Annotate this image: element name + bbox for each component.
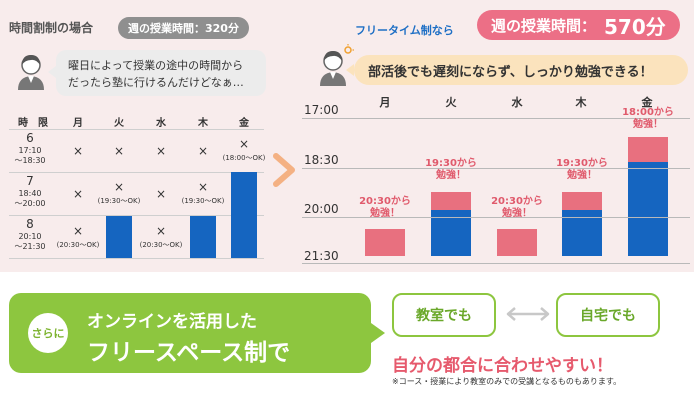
feature-banner: さらに オンラインを活用した フリースペース制で: [9, 293, 385, 373]
partial-ok-note-tue: (19:30〜OK): [97, 197, 141, 205]
furthermore-badge: さらに: [28, 313, 68, 353]
period-number: 7: [26, 174, 34, 188]
start-time-text: 19:30から: [425, 158, 477, 169]
time-label: 21:30: [304, 249, 339, 263]
table-divider: [9, 172, 264, 173]
study-text: 勉強！: [567, 170, 597, 181]
start-time-text: 18:00から: [622, 107, 674, 118]
partial-ok-note-mon: (20:30〜OK): [56, 241, 100, 249]
start-time-text: 20:30から: [359, 196, 411, 207]
weekly-hours-badge: 週の授業時間：320分: [118, 17, 249, 39]
unavailable-mark: ×: [72, 187, 84, 201]
available-bar-thu: [190, 216, 216, 258]
banner-line2: フリースペース制で: [87, 340, 291, 366]
period-time-end: 〜21:30: [14, 242, 46, 251]
time-label: 17:00: [304, 103, 339, 117]
study-text: 勉強！: [436, 170, 466, 181]
start-label-wed: 20:30から 勉強！: [487, 196, 547, 220]
day-header-wed: 水: [156, 118, 166, 129]
period-number: 8: [26, 217, 34, 231]
day-header-thu: 木: [198, 118, 208, 129]
bubble-text-line2: だったら塾に行けるんだけどなぁ…: [68, 76, 244, 89]
partial-ok-note-fri: (18:00〜OK): [222, 154, 266, 162]
student-avatar-icon: [14, 50, 48, 90]
chart-day-mon: 月: [379, 96, 391, 109]
start-label-mon: 20:30から 勉強！: [355, 196, 415, 220]
start-label-tue: 19:30から 勉強！: [421, 158, 481, 182]
study-bar-fri: [628, 162, 668, 256]
start-time-text: 20:30から: [491, 196, 543, 207]
study-bar-fri-top: [628, 137, 668, 162]
student-happy-bubble: 部活後でも遅刻にならず、しっかり勉強できる！: [346, 55, 688, 85]
period-number: 6: [26, 131, 34, 145]
period-time-end: 〜18:30: [14, 156, 46, 165]
available-bar-tue: [106, 216, 132, 258]
unavailable-mark: ×: [155, 187, 167, 201]
weekly-hours-value: 570分: [604, 14, 666, 39]
table-divider: [9, 215, 264, 216]
swap-arrows-icon: [505, 302, 551, 330]
unavailable-mark: ×: [197, 180, 209, 194]
unavailable-mark: ×: [113, 180, 125, 194]
unavailable-mark: ×: [155, 224, 167, 238]
study-bar-tue-top: [431, 192, 471, 210]
table-divider: [9, 258, 264, 259]
home-option-box: 自宅でも: [556, 293, 660, 337]
weekly-hours-label: 週の授業時間：: [491, 16, 597, 35]
chart-day-wed: 水: [511, 96, 523, 109]
timetable-system-title: 時間割制の場合: [9, 21, 94, 35]
free-time-system-label: フリータイム制なら: [355, 24, 454, 37]
day-header-mon: 月: [73, 118, 83, 129]
day-header-fri: 金: [239, 118, 249, 129]
student-happy-avatar-icon: [314, 44, 354, 86]
start-label-thu: 19:30から 勉強！: [552, 158, 612, 182]
study-text: 勉強！: [502, 208, 532, 219]
study-bar-mon: [365, 229, 405, 256]
period-time-end: 〜20:00: [14, 199, 46, 208]
chart-day-tue: 火: [445, 96, 457, 109]
period-time-start: 20:10: [18, 232, 42, 241]
flexibility-tagline: 自分の都合に合わせやすい！: [392, 356, 613, 376]
unavailable-mark: ×: [238, 137, 250, 151]
study-text: 勉強！: [370, 208, 400, 219]
time-gridline: [302, 168, 690, 169]
chart-day-fri: 金: [641, 96, 653, 109]
unavailable-mark: ×: [72, 144, 84, 158]
partial-ok-note-wed: (20:30〜OK): [139, 241, 183, 249]
time-gridline: [302, 217, 690, 218]
chart-day-thu: 木: [575, 96, 587, 109]
partial-ok-note-thu: (19:30〜OK): [181, 197, 225, 205]
time-gridline: [302, 118, 690, 119]
arrow-right-icon: [270, 152, 300, 188]
available-bar-fri: [231, 172, 257, 258]
unavailable-mark: ×: [113, 144, 125, 158]
classroom-option-box: 教室でも: [392, 293, 496, 337]
study-bar-wed: [497, 229, 537, 256]
period-column-header: 時 限: [18, 118, 48, 129]
table-divider: [9, 129, 264, 130]
period-time-start: 18:40: [18, 189, 42, 198]
start-label-fri: 18:00から 勉強！: [618, 107, 678, 131]
time-gridline: [302, 263, 690, 264]
time-label: 18:30: [304, 153, 339, 167]
course-footnote: ※コース・授業により教室のみでの受講となるものもあります。: [392, 377, 622, 386]
time-label: 20:00: [304, 202, 339, 216]
bubble-text-line1: 曜日によって授業の途中の時間から: [68, 59, 244, 72]
student-thought-bubble: 曜日によって授業の途中の時間から だったら塾に行けるんだけどなぁ…: [48, 50, 266, 96]
weekly-hours-badge-free: 週の授業時間： 570分: [477, 10, 680, 40]
period-time-start: 17:10: [18, 146, 42, 155]
start-time-text: 19:30から: [556, 158, 608, 169]
unavailable-mark: ×: [155, 144, 167, 158]
unavailable-mark: ×: [72, 224, 84, 238]
banner-line1: オンラインを活用した: [87, 312, 257, 332]
study-text: 勉強！: [633, 119, 663, 130]
study-bar-thu-top: [562, 192, 602, 210]
day-header-tue: 火: [114, 118, 124, 129]
unavailable-mark: ×: [197, 144, 209, 158]
